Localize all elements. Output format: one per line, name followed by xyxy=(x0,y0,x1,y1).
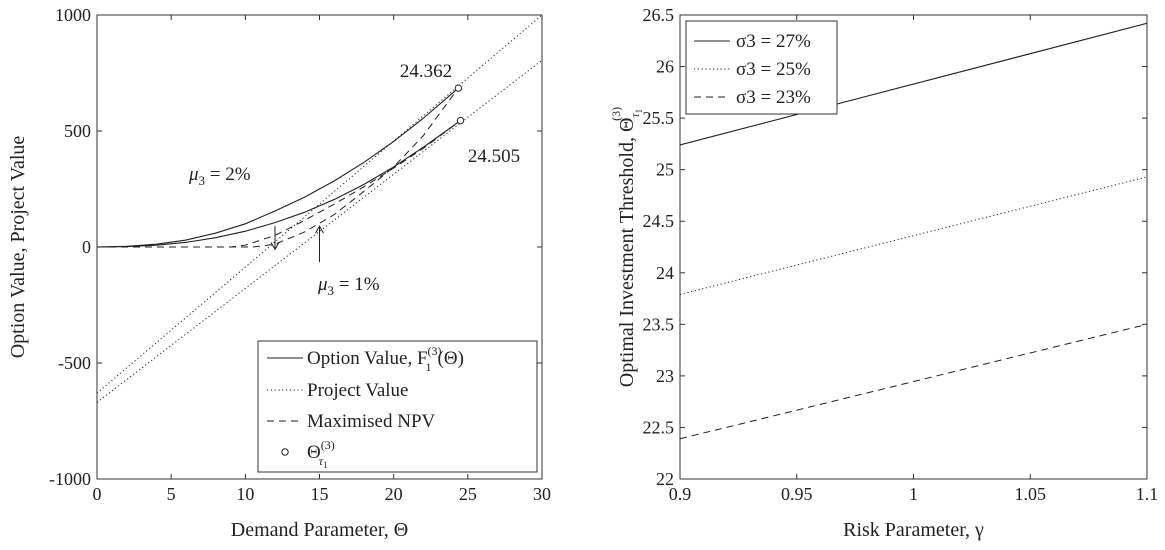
legend-sup: (3) xyxy=(428,344,442,358)
threshold-marker-0 xyxy=(454,84,463,92)
right-legend: σ3 = 27% σ3 = 25% σ3 = 23% xyxy=(685,20,838,115)
y-label-text: Optimal Investment Threshold, Θ xyxy=(616,118,638,388)
y-label-sub: τ xyxy=(628,113,642,118)
threshold-marker-1 xyxy=(456,116,465,125)
mu-value: = 1% xyxy=(334,274,380,295)
left-legend: Option Value, F(3) 1 (Θ)Project ValueMaxim… xyxy=(257,340,538,473)
legend-subsub: 1 xyxy=(323,460,328,470)
y-tick-label: 24 xyxy=(656,263,674,283)
series-line-dotted-2 xyxy=(97,15,542,394)
x-tick-label: 5 xyxy=(167,484,176,504)
y-axis-label-right: Optimal Investment Threshold, Θτ1 (3) xyxy=(609,107,644,387)
y-tick-label: 24.5 xyxy=(643,211,675,231)
series-line-dashed-4 xyxy=(97,87,459,248)
y-tick-label: 26 xyxy=(656,57,674,77)
legend-text: Option Value, F xyxy=(307,348,428,369)
legend-label-maximised-npv: Maximised NPV xyxy=(307,411,436,432)
annotation-arrow-head-1 xyxy=(315,225,324,234)
y-tick-label: -1000 xyxy=(49,469,91,489)
threshold-label-24-362: 24.362 xyxy=(400,61,452,82)
x-tick-label: 30 xyxy=(533,484,551,504)
left-legend-box xyxy=(257,340,538,473)
right-legend-box xyxy=(685,20,838,115)
legend-label-sigma-1: σ3 = 25% xyxy=(736,59,811,80)
y-tick-label: 25 xyxy=(656,160,674,180)
legend-sup: (3) xyxy=(321,438,335,452)
legend-label-sigma-2: σ3 = 23% xyxy=(736,87,811,108)
y-tick-label: 22.5 xyxy=(643,417,675,437)
y-label-sup: (3) xyxy=(609,107,623,121)
left-plot-area xyxy=(97,15,542,403)
y-tick-label: 25.5 xyxy=(643,108,675,128)
y-tick-label: 22 xyxy=(656,469,674,489)
axes-frame xyxy=(679,14,1148,480)
x-tick-label: 1.05 xyxy=(1015,484,1047,504)
x-tick-label: 1.1 xyxy=(1136,484,1159,504)
mu-symbol: μ xyxy=(188,164,199,185)
y-tick-label: 500 xyxy=(64,121,91,141)
legend-sub: 1 xyxy=(426,360,432,374)
mu-subscript: 3 xyxy=(199,173,206,188)
x-tick-label: 0.95 xyxy=(781,484,813,504)
threshold-label-24-505: 24.505 xyxy=(468,146,520,167)
legend-arg: (Θ) xyxy=(438,348,464,369)
legend-label-option-value: Option Value, F(3) 1 (Θ) xyxy=(307,344,464,374)
x-tick-label: 0.9 xyxy=(669,484,692,504)
y-tick-label: 0 xyxy=(82,237,91,257)
x-tick-label: 25 xyxy=(459,484,477,504)
x-tick-label: 10 xyxy=(236,484,254,504)
x-axis-label-right: Risk Parameter, γ xyxy=(843,519,984,541)
legend-swatch-circle xyxy=(281,448,289,456)
annotation-mu3-1pct: μ3 = 1% xyxy=(317,274,380,298)
right-panel: 0.9 0.95 1 1.05 1.1 22 22.5 23 23.5 24 24.5 25 25.5 2… xyxy=(609,5,1158,541)
y-label-subsub: 1 xyxy=(634,109,644,114)
y-tick-label: 26.5 xyxy=(643,5,675,25)
mu-subscript: 3 xyxy=(328,283,335,298)
x-axis-label: Demand Parameter, Θ xyxy=(231,519,408,541)
annotation-arrow-head-0 xyxy=(270,242,280,251)
series-line-sigma-0 xyxy=(679,22,1148,146)
y-axis-label: Option Value, Project Value xyxy=(7,136,29,359)
x-tick-label: 20 xyxy=(385,484,403,504)
series-line-dashed-5 xyxy=(97,120,461,248)
series-line-sigma-1 xyxy=(679,176,1148,295)
y-tick-label: 23.5 xyxy=(643,314,675,334)
annotation-mu3-2pct: μ3 = 2% xyxy=(188,164,251,188)
y-tick-label: 1000 xyxy=(55,5,91,25)
legend-label-threshold: Θ(3) τ1 xyxy=(307,438,335,470)
series-line-solid-1 xyxy=(97,120,461,248)
mu-symbol: μ xyxy=(317,274,328,295)
x-tick-label: 1 xyxy=(909,484,918,504)
left-panel: 0 5 10 15 20 25 30 -1000 -500 0 500 1000 24.362 24.50… xyxy=(7,5,551,541)
y-tick-label: -500 xyxy=(58,353,91,373)
y-tick-label: 23 xyxy=(656,366,674,386)
legend-label-project-value: Project Value xyxy=(307,380,409,401)
legend-sub: τ xyxy=(319,454,324,468)
series-line-sigma-2 xyxy=(679,323,1148,440)
mu-value: = 2% xyxy=(205,164,251,185)
legend-text: Θ xyxy=(307,442,321,463)
series-line-solid-0 xyxy=(97,87,459,248)
x-tick-label: 0 xyxy=(93,484,102,504)
series-line-dotted-3 xyxy=(97,59,542,403)
legend-label-sigma-0: σ3 = 27% xyxy=(736,31,811,52)
x-tick-label: 15 xyxy=(311,484,329,504)
